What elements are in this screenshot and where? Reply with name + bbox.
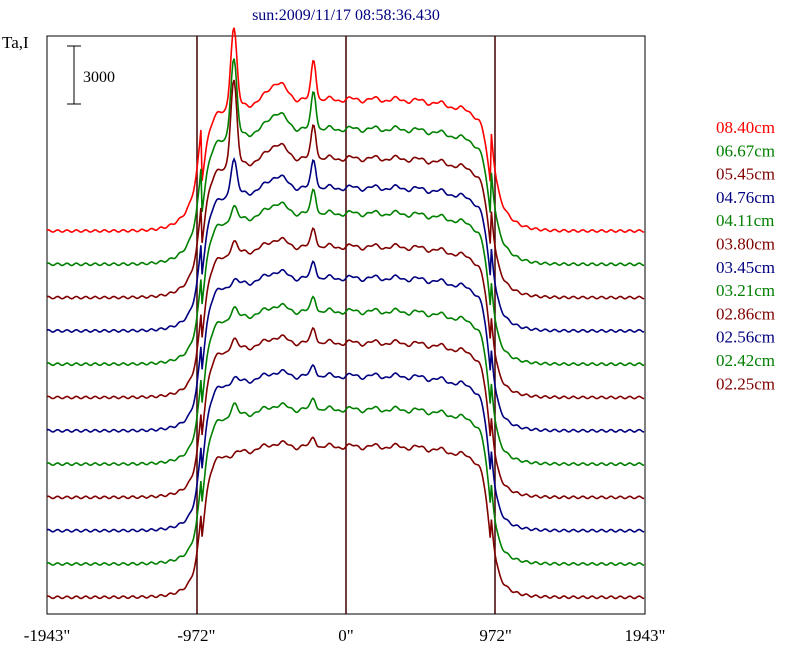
series-line-02.86cm <box>46 326 645 500</box>
series-line-05.45cm <box>46 79 645 300</box>
x-tick-label: -972" <box>177 626 215 645</box>
series-line-02.25cm <box>46 436 645 600</box>
legend-entry: 03.80cm <box>716 235 775 254</box>
series-line-02.56cm <box>46 363 645 533</box>
legend: 08.40cm 06.67cm 05.45cm 04.76cm 04.11cm 03.80… <box>716 118 775 393</box>
legend-entry: 03.45cm <box>716 258 775 277</box>
legend-entry: 08.40cm <box>716 118 775 137</box>
series-line-02.42cm <box>46 397 645 567</box>
x-tick-label: 972" <box>479 626 511 645</box>
legend-entry: 06.67cm <box>716 141 775 160</box>
x-tick-labels: -1943" -972" 0" 972" 1943" <box>24 626 666 645</box>
series-line-04.11cm <box>46 188 645 367</box>
scale-bar-label: 3000 <box>83 69 115 86</box>
series-line-03.80cm <box>46 226 645 400</box>
legend-entry: 04.11cm <box>716 211 774 230</box>
series-line-08.40cm <box>46 27 645 234</box>
legend-entry: 02.86cm <box>716 304 775 323</box>
legend-entry: 02.42cm <box>716 351 775 370</box>
series-line-03.21cm <box>46 295 645 467</box>
legend-entry: 03.21cm <box>716 281 775 300</box>
series-layer <box>46 27 645 600</box>
x-tick-label: -1943" <box>24 626 71 645</box>
x-tick-label: 1943" <box>625 626 666 645</box>
series-line-04.76cm <box>46 157 645 333</box>
chart-title: sun:2009/11/17 08:58:36.430 <box>252 7 440 24</box>
series-line-03.45cm <box>46 260 645 433</box>
x-tick-label: 0" <box>338 626 353 645</box>
y-axis-label: Ta,I <box>2 33 29 52</box>
legend-entry: 02.25cm <box>716 374 775 393</box>
legend-entry: 04.76cm <box>716 188 775 207</box>
scale-bar: 3000 <box>67 45 115 105</box>
legend-entry: 02.56cm <box>716 328 775 347</box>
legend-entry: 05.45cm <box>716 165 775 184</box>
series-line-06.67cm <box>46 58 645 267</box>
